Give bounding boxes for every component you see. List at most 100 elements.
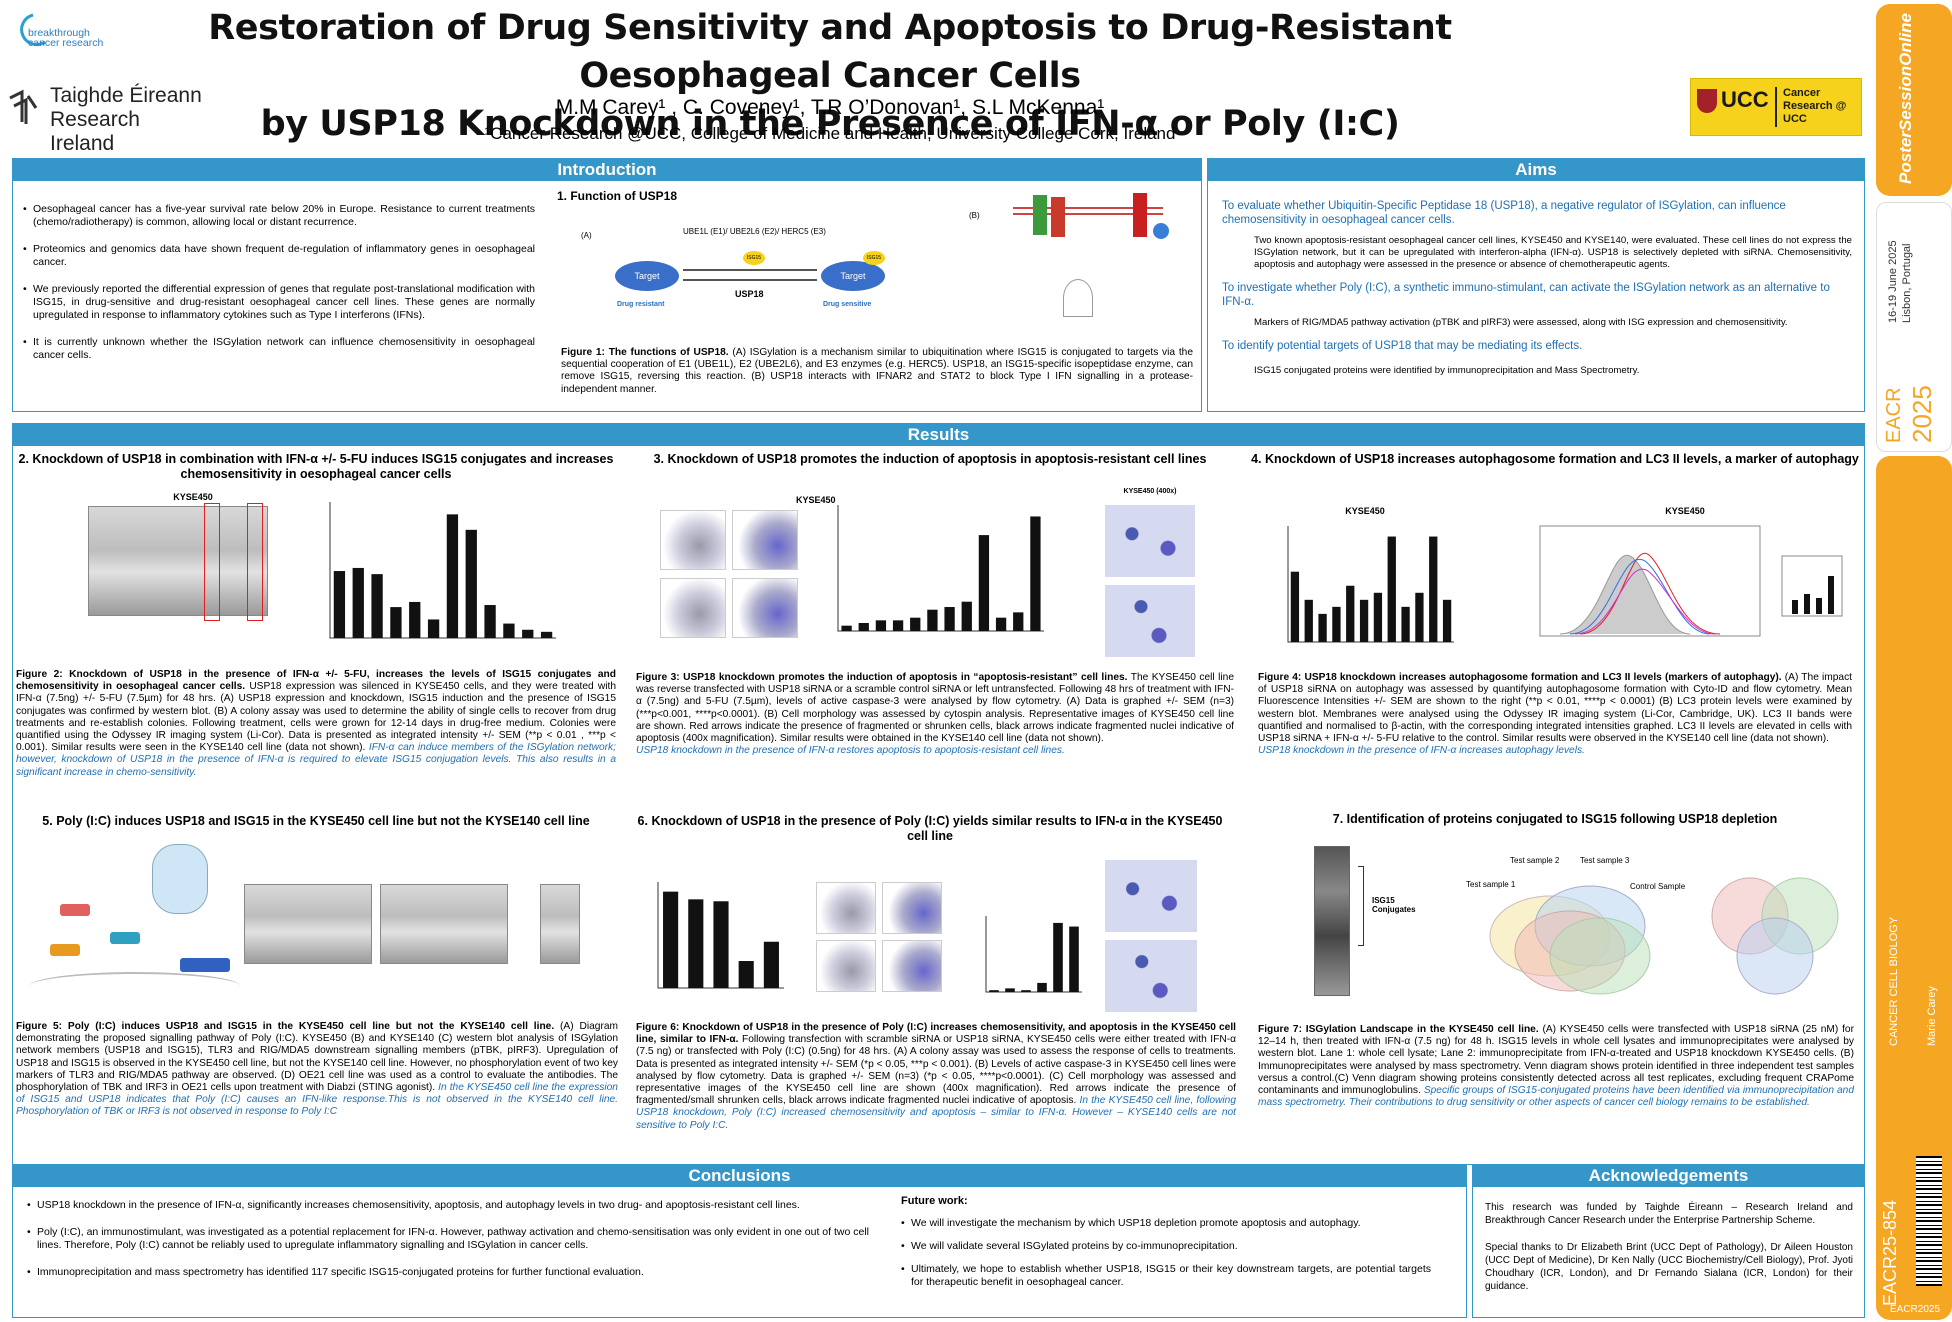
chart-bar bbox=[688, 899, 704, 988]
conclusion-bullet: Poly (I:C), an immunostimulant, was inve… bbox=[27, 1226, 869, 1252]
acknowledgements-header: Acknowledgements bbox=[1473, 1165, 1864, 1187]
barcode bbox=[1916, 1156, 1942, 1286]
arrow-left bbox=[683, 279, 817, 281]
chart-bar bbox=[333, 571, 346, 638]
chart-bar bbox=[522, 629, 534, 638]
panel-7-title: 7. Identification of proteins conjugated… bbox=[1332, 812, 1778, 826]
fig3a-caspase-chart: KYSE450 bbox=[796, 495, 1050, 645]
chart-bar bbox=[858, 623, 869, 631]
chart-bar bbox=[540, 631, 553, 638]
chart-bar bbox=[989, 990, 999, 992]
intro-bullet: Proteomics and genomics data have shown … bbox=[23, 243, 535, 269]
chart-bar bbox=[738, 961, 754, 988]
fig6b-bar-chart bbox=[985, 916, 1082, 993]
chart-axis bbox=[985, 916, 1082, 993]
chart-bar bbox=[663, 891, 679, 988]
fig1b-diagram: (B) bbox=[953, 187, 1173, 327]
chart-bar bbox=[1332, 606, 1341, 642]
fig7a-western-blot: ISG15 Conjugates bbox=[1310, 846, 1450, 1006]
fig2b-bar-chart bbox=[329, 502, 556, 639]
conclusion-bullet: Immunoprecipitation and mass spectrometr… bbox=[27, 1266, 869, 1279]
chart-bar bbox=[1346, 585, 1355, 642]
fig6-caption: Figure 6: Knockdown of USP18 in the pres… bbox=[636, 1022, 1236, 1131]
chart-bar bbox=[1318, 613, 1327, 642]
chart-bar bbox=[892, 620, 904, 631]
result-panel-5: 5. Poly (I:C) induces USP18 and ISG15 in… bbox=[16, 814, 616, 829]
fig2b-colony-chart bbox=[312, 492, 562, 652]
chart-bar bbox=[961, 601, 972, 631]
fig7b-venn: Test sample 2 Test sample 3 Test sample … bbox=[1466, 856, 1690, 1006]
chart-bar bbox=[484, 605, 496, 638]
breakthrough-logo: breakthrough cancer research bbox=[18, 12, 118, 62]
chart-bar bbox=[910, 617, 921, 631]
results-header: Results bbox=[13, 424, 1864, 446]
conclusions-panel: Conclusions USP18 knockdown in the prese… bbox=[12, 1164, 1467, 1318]
chart-bar bbox=[1030, 516, 1041, 631]
fig4b-histogram: KYSE450 bbox=[1520, 506, 1850, 656]
panel-4-title: 4. Knockdown of USP18 increases autophag… bbox=[1251, 452, 1859, 466]
chart-bar bbox=[995, 617, 1007, 631]
result-panel-6: 6. Knockdown of USP18 in the presence of… bbox=[630, 814, 1230, 844]
isg15-badge-right: ISG15 bbox=[863, 251, 885, 265]
affiliation: ¹Cancer Research @UCC, College of Medici… bbox=[484, 124, 1176, 143]
chart-bar bbox=[1429, 536, 1438, 642]
chart-bar bbox=[427, 619, 440, 638]
chart-axis bbox=[1287, 526, 1454, 643]
chart-axis bbox=[329, 502, 556, 639]
fig6b-flow-cytometry bbox=[808, 872, 958, 1002]
fig6c-cytospin bbox=[1105, 848, 1197, 1018]
chart-bar bbox=[1442, 599, 1452, 642]
chart-bar bbox=[713, 901, 729, 988]
fig4-caption: Figure 4: USP18 knockdown increases auto… bbox=[1258, 672, 1852, 757]
fig1-caption: Figure 1: The functions of USP18. (A) IS… bbox=[561, 347, 1194, 395]
chart-bar bbox=[841, 625, 852, 631]
result-panel-4: 4. Knockdown of USP18 increases autophag… bbox=[1250, 452, 1860, 467]
ucc-shield-icon bbox=[1697, 89, 1717, 113]
fig2a-western-blot: KYSE450 bbox=[88, 492, 298, 652]
panel-6-title: 6. Knockdown of USP18 in the presence of… bbox=[637, 814, 1223, 843]
aim-2-text: Markers of RIG/MDA5 pathway activation (… bbox=[1254, 317, 1788, 328]
fig6a-bar-chart bbox=[657, 882, 784, 989]
chart-bar bbox=[1037, 982, 1047, 992]
chart-bar bbox=[409, 601, 421, 638]
fig5a-pathway-diagram bbox=[20, 840, 240, 1000]
intro-bullet: We previously reported the differential … bbox=[23, 283, 535, 322]
chart-bar bbox=[1290, 571, 1300, 642]
fig4b-overlay bbox=[1539, 525, 1843, 637]
aim-1-text: Two known apoptosis-resistant oesophagea… bbox=[1254, 235, 1852, 270]
chart-bar bbox=[763, 941, 779, 988]
aim-3-text: ISG15 conjugated proteins were identifie… bbox=[1254, 365, 1640, 376]
conclusions-bullets: USP18 knockdown in the presence of IFN-α… bbox=[27, 1199, 869, 1293]
chart-bar bbox=[1415, 592, 1424, 642]
result-panel-7: 7. Identification of proteins conjugated… bbox=[1250, 812, 1860, 827]
fig6b-caspase-chart bbox=[968, 906, 1088, 1006]
aims-header: Aims bbox=[1208, 159, 1864, 181]
fig6a-colony-chart bbox=[640, 872, 790, 1002]
chart-bar bbox=[371, 574, 383, 638]
conclusions-header: Conclusions bbox=[13, 1165, 1466, 1187]
fig3-caption: Figure 3: USP18 knockdown promotes the i… bbox=[636, 672, 1234, 757]
chart-bar bbox=[1013, 612, 1024, 631]
fig3a-bar-chart bbox=[837, 505, 1044, 632]
chart-bar bbox=[1304, 599, 1313, 642]
panel-5-title: 5. Poly (I:C) induces USP18 and ISG15 in… bbox=[42, 814, 590, 828]
session-banner: PosterSessionOnline bbox=[1876, 4, 1952, 196]
fig5-caption: Figure 5: Poly (I:C) induces USP18 and I… bbox=[16, 1021, 618, 1118]
aim-3-heading: To identify potential targets of USP18 t… bbox=[1222, 340, 1583, 352]
fig4a-bar-chart bbox=[1287, 526, 1454, 643]
aim-2-heading: To investigate whether Poly (I:C), a syn… bbox=[1222, 282, 1830, 308]
chart-bar bbox=[1005, 988, 1015, 992]
future-work-title: Future work: bbox=[901, 1195, 968, 1207]
chart-bar bbox=[1053, 922, 1063, 992]
poster-title: Restoration of Drug Sensitivity and Apop… bbox=[208, 8, 1452, 144]
chart-bar bbox=[978, 535, 990, 631]
future-bullet: We will investigate the mechanism by whi… bbox=[901, 1217, 1431, 1230]
acknowledgements-panel: Acknowledgements This research was funde… bbox=[1472, 1164, 1865, 1318]
chart-axis bbox=[837, 505, 1044, 632]
chart-bar bbox=[390, 607, 402, 638]
chart-bar bbox=[1359, 599, 1369, 642]
chart-bar bbox=[1387, 536, 1396, 642]
chart-bar bbox=[875, 620, 887, 631]
result-panel-3: 3. Knockdown of USP18 promotes the induc… bbox=[630, 452, 1230, 467]
fig5-western-blots bbox=[244, 884, 604, 994]
